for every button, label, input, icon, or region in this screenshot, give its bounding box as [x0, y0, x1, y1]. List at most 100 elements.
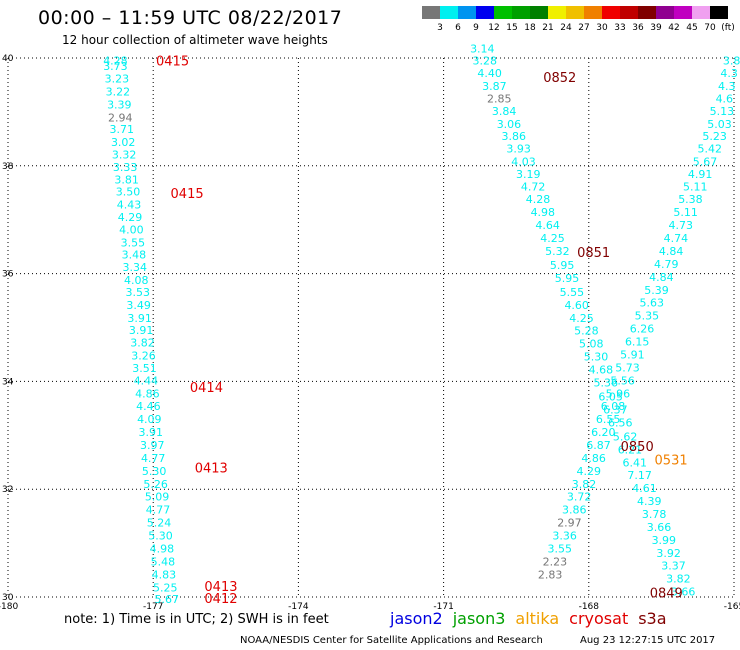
- color-swatch: [458, 6, 476, 19]
- swh-value: 3.51: [132, 362, 157, 375]
- swh-value: 5.38: [678, 193, 703, 206]
- swh-value: 4.6: [716, 92, 734, 105]
- swh-value: 3.28: [472, 55, 497, 68]
- swh-value: 2.85: [487, 92, 512, 105]
- swh-value: 3.14: [470, 42, 495, 55]
- time-label: 0413: [195, 462, 228, 477]
- swh-value: 3.8: [723, 55, 740, 68]
- swh-value: 4.00: [119, 223, 144, 236]
- swh-value: 3.33: [113, 161, 138, 174]
- swh-value: 5.23: [702, 130, 727, 143]
- color-scale-tick: 70: [704, 23, 716, 33]
- time-label: 0851: [577, 246, 610, 261]
- swh-value: 6.15: [625, 336, 650, 349]
- swh-value: 5.55: [560, 286, 585, 299]
- color-swatch: [494, 6, 512, 19]
- swh-value: 4.91: [688, 168, 713, 181]
- swh-value: 4.73: [669, 219, 694, 232]
- swh-value: 3.23: [105, 72, 130, 85]
- swh-value: 3.86: [562, 504, 587, 517]
- swh-value: 5.39: [644, 284, 669, 297]
- time-label: 0413: [204, 580, 237, 595]
- legend-item-cryosat: cryosat: [569, 609, 629, 628]
- swh-value: 5.73: [615, 361, 640, 374]
- swh-value: 2.97: [557, 517, 582, 530]
- swh-value: 4.29: [118, 211, 143, 224]
- swh-value: 4.39: [637, 495, 662, 508]
- swh-value: 5.95: [550, 259, 575, 272]
- color-swatch: [530, 6, 548, 19]
- time-label: 0415: [171, 187, 204, 202]
- swh-value: 4.03: [511, 155, 536, 168]
- swh-value: 2.94: [108, 111, 133, 124]
- swh-value: 3.81: [114, 173, 139, 186]
- swh-value: 6.87: [586, 439, 611, 452]
- generated-timestamp: Aug 23 12:27:15 UTC 2017: [580, 635, 716, 646]
- color-swatch: [638, 6, 656, 19]
- swh-value: 3.55: [121, 236, 146, 249]
- color-swatch: [602, 6, 620, 19]
- swh-value: 5.11: [683, 180, 708, 193]
- swh-value: 4.84: [659, 245, 684, 258]
- x-tick-label: -168: [579, 602, 600, 612]
- swh-value: 5.09: [145, 491, 170, 504]
- color-scale-tick: 9: [473, 23, 479, 33]
- swh-value: 3.22: [106, 85, 131, 98]
- color-scale-tick: 42: [668, 23, 680, 33]
- swh-value: 4.09: [137, 413, 162, 426]
- time-label: 0412: [204, 592, 237, 607]
- swh-value: 5.63: [639, 297, 664, 310]
- color-scale-tick: 6: [455, 23, 461, 33]
- swh-value: 3.71: [109, 123, 134, 136]
- chart-title: 00:00 – 11:59 UTC 08/22/2017: [38, 7, 343, 29]
- swh-value: 3.92: [656, 547, 681, 560]
- swh-value: 4.44: [134, 374, 159, 387]
- swh-value: 5.24: [147, 517, 172, 530]
- swh-value: 4.64: [535, 219, 560, 232]
- swh-value: 3.48: [122, 249, 147, 262]
- time-label: 0415: [156, 55, 189, 70]
- x-tick-label: -180: [0, 602, 18, 612]
- swh-value: 5.36: [593, 376, 618, 389]
- swh-value: 6.41: [623, 456, 648, 469]
- swh-value: 5.13: [710, 105, 735, 118]
- color-swatch: [620, 6, 638, 19]
- swh-value: 5.95: [555, 272, 580, 285]
- swh-value: 4.86: [135, 387, 160, 400]
- swh-value: 4.72: [521, 180, 546, 193]
- swh-value: 4.3: [718, 80, 736, 93]
- swh-value: 5.28: [574, 325, 599, 338]
- swh-value: 3.02: [111, 136, 136, 149]
- swh-value: 4.77: [141, 452, 166, 465]
- color-scale-tick: 21: [542, 23, 554, 33]
- swh-value: 3.82: [666, 573, 691, 586]
- swh-value: 3.36: [552, 530, 577, 543]
- y-tick-label: 40: [2, 54, 14, 64]
- swh-value: 4.83: [152, 568, 177, 581]
- swh-value: 4.40: [477, 67, 502, 80]
- swh-value: 4.3: [720, 67, 738, 80]
- swh-value: 4.74: [664, 232, 689, 245]
- swh-value: 3.86: [502, 130, 527, 143]
- swh-value: 4.79: [654, 258, 679, 271]
- legend-item-jason3: jason3: [452, 609, 506, 628]
- x-tick-label: -165: [724, 602, 740, 612]
- color-swatch: [440, 6, 458, 19]
- color-swatch: [656, 6, 674, 19]
- color-scale-tick: 12: [488, 23, 500, 33]
- color-swatch: [476, 6, 494, 19]
- time-label: 0849: [650, 587, 683, 602]
- swh-value: 3.66: [671, 586, 696, 599]
- swh-value: 3.87: [482, 80, 507, 93]
- units-note: note: 1) Time is in UTC; 2) SWH is in fe…: [64, 612, 329, 627]
- swh-value: 5.42: [698, 143, 723, 156]
- swh-value: 4.43: [117, 199, 142, 212]
- swh-value: 5.25: [153, 581, 178, 594]
- color-swatch: [584, 6, 602, 19]
- color-scale-tick: 18: [524, 23, 536, 33]
- color-scale-tick: 30: [596, 23, 608, 33]
- swh-value: 5.96: [606, 387, 631, 400]
- swh-value: 3.97: [140, 439, 165, 452]
- color-scale-tick: 39: [650, 23, 662, 33]
- color-swatch: [548, 6, 566, 19]
